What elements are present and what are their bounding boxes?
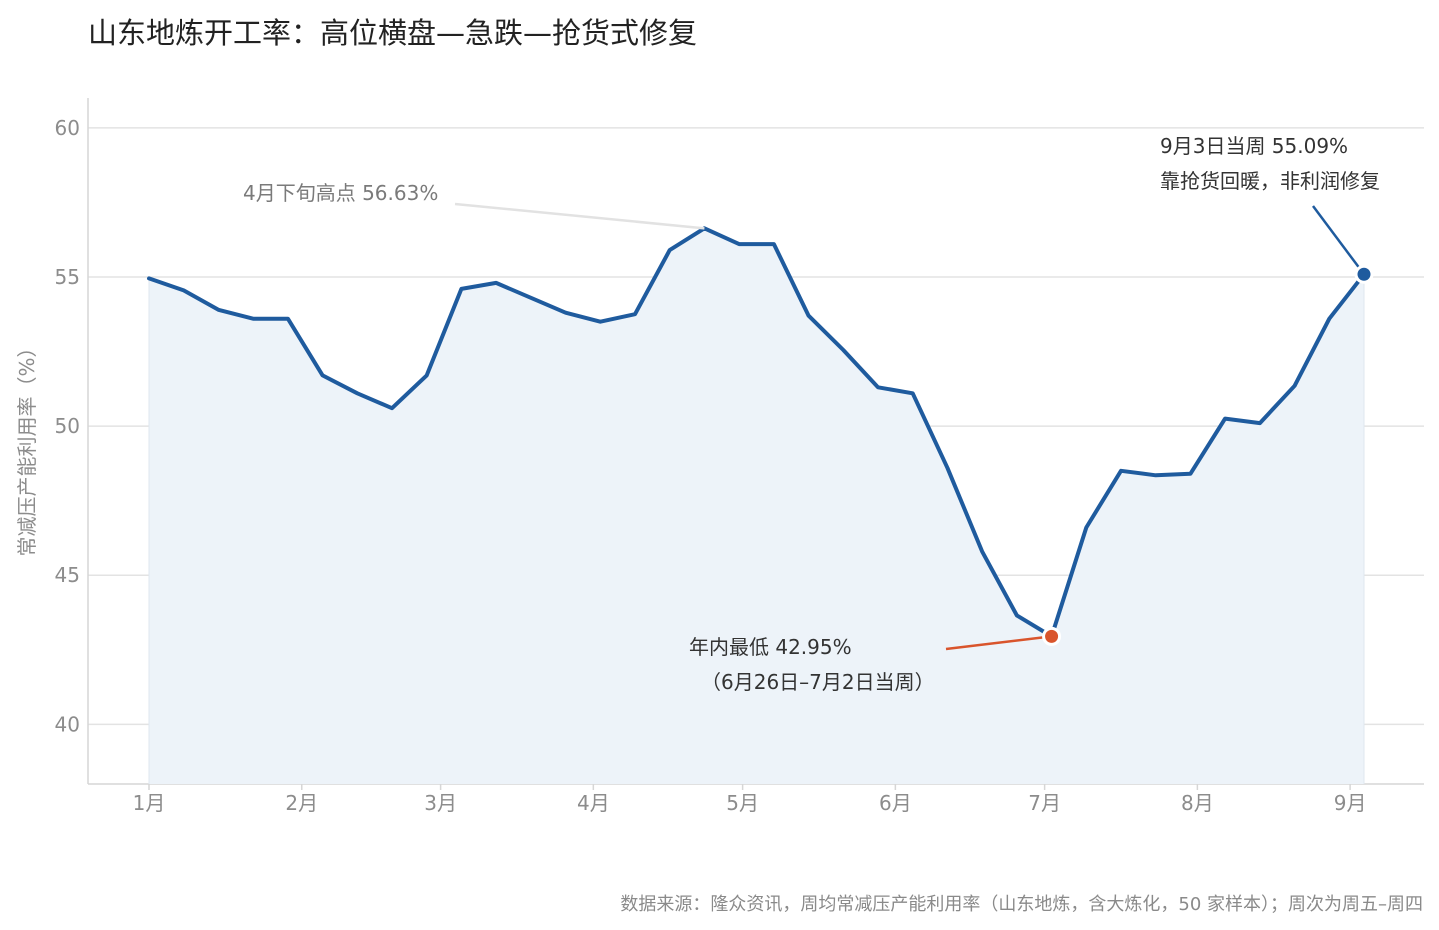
annotation-text: 9月3日当周 55.09% — [1160, 134, 1348, 158]
x-tick-label: 5月 — [726, 791, 759, 815]
area-fill — [149, 228, 1364, 785]
plot-area — [147, 226, 1366, 785]
annotation-text: 年内最低 42.95% — [689, 635, 852, 659]
x-tick-label: 6月 — [879, 791, 912, 815]
series-line — [147, 226, 1366, 639]
x-tick-label: 4月 — [577, 791, 610, 815]
x-tick-label: 7月 — [1028, 791, 1061, 815]
y-tick-label: 45 — [55, 563, 80, 587]
x-tick-label: 9月 — [1334, 791, 1367, 815]
y-tick-label: 50 — [55, 414, 80, 438]
y-tick-label: 40 — [55, 712, 80, 736]
annotations: 4月下旬高点 56.63% 年内最低 42.95% （6月26日–7月2日当周） 9月… — [243, 134, 1380, 694]
annotation-leader — [945, 635, 1052, 651]
source-note: 数据来源：隆众资讯，周均常减压产能利用率（山东地炼，含大炼化，50 家样本）；周… — [620, 894, 1423, 915]
annotation-text: 靠抢货回暖，非利润修复 — [1160, 169, 1380, 193]
annotation-text: 4月下旬高点 56.63% — [243, 181, 438, 205]
y-tick-label: 60 — [55, 116, 80, 140]
y-tick-label: 55 — [55, 265, 80, 289]
chart-title: 山东地炼开工率：高位横盘—急跌—抢货式修复 — [88, 16, 698, 50]
annotation-text: （6月26日–7月2日当周） — [701, 670, 935, 694]
annotation-marker — [1042, 626, 1062, 646]
x-tick-label: 1月 — [133, 791, 166, 815]
y-axis-label: 常减压产能利用率（%） — [15, 337, 39, 556]
x-tick-label: 2月 — [285, 791, 318, 815]
annotation-leader — [1311, 205, 1366, 276]
x-tick-label: 8月 — [1181, 791, 1214, 815]
annotation-leader — [454, 202, 705, 230]
annotation-marker — [1354, 264, 1374, 284]
x-tick-label: 3月 — [424, 791, 457, 815]
